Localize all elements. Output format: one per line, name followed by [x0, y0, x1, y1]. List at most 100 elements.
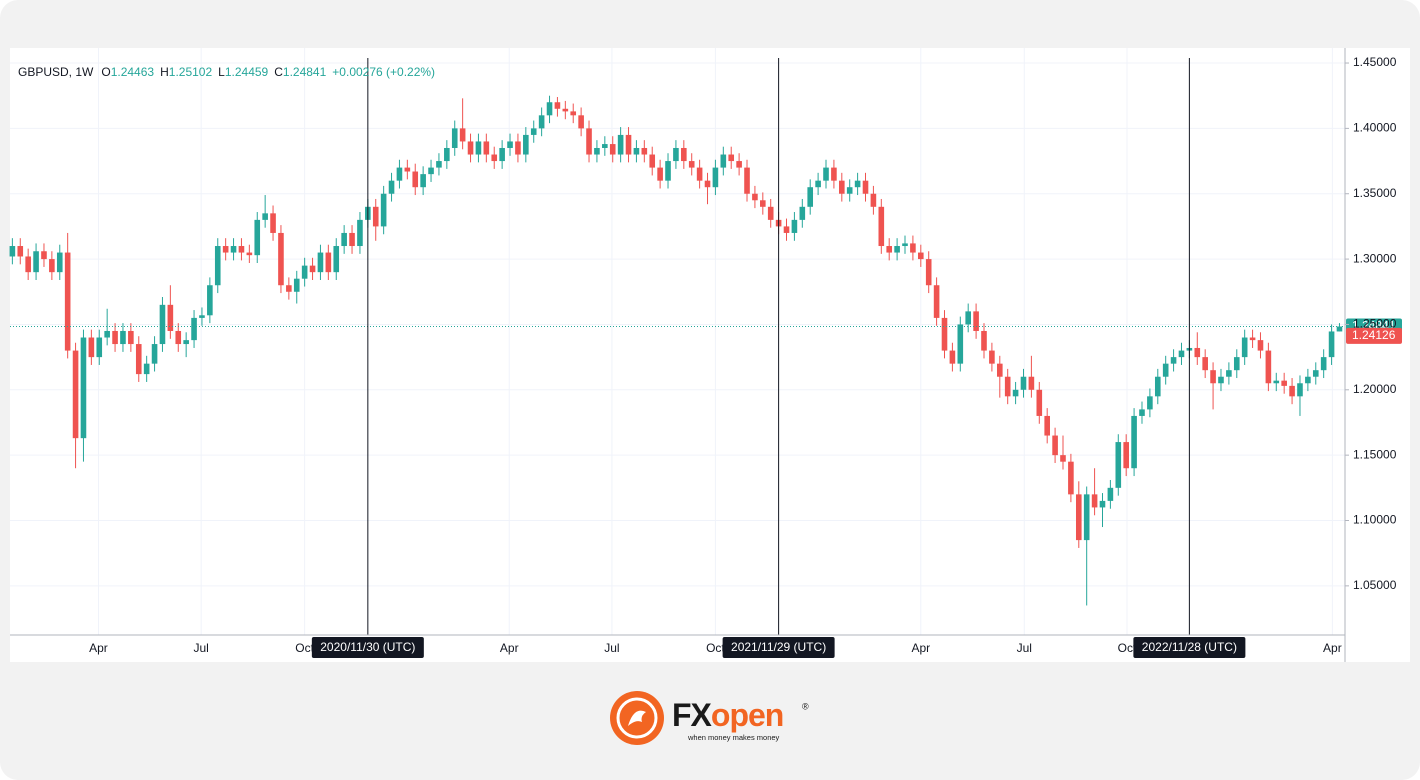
candle-body: [1226, 370, 1232, 377]
grid: [10, 48, 1345, 635]
candle-body: [286, 285, 292, 292]
candle-body: [910, 243, 916, 253]
candle-body: [609, 144, 616, 155]
candle-body: [135, 344, 142, 375]
candle-body: [673, 147, 679, 162]
candle-body: [491, 154, 498, 162]
candle-body: [617, 134, 624, 155]
candle-body: [1139, 409, 1145, 416]
candle-body: [767, 206, 774, 220]
date-marker-box: [311, 637, 424, 658]
candle-body: [989, 350, 995, 364]
candle-body: [191, 317, 197, 341]
candle-body: [420, 174, 426, 188]
candle-body: [128, 330, 134, 345]
y-tick-label: 1.35000: [1353, 186, 1397, 200]
candle-body: [64, 252, 71, 351]
candle-body: [444, 147, 450, 162]
candle-body: [278, 232, 284, 286]
candle-body: [1320, 357, 1327, 371]
candle-body: [159, 304, 166, 345]
candle-body: [941, 317, 948, 351]
candle-body: [1091, 494, 1098, 508]
candle-body: [523, 134, 529, 155]
candle-body: [1004, 376, 1011, 397]
candle-body: [831, 167, 837, 181]
candle-body: [120, 330, 126, 345]
candle-body: [1115, 442, 1122, 488]
y-tick-label: 1.20000: [1353, 382, 1397, 396]
candle-body: [1060, 455, 1066, 462]
candle-body: [720, 154, 727, 168]
candle-body: [507, 141, 513, 148]
candle-body: [925, 259, 932, 286]
tagline: when money makes money: [687, 733, 780, 742]
date-marker-label: 2022/11/28 (UTC): [1142, 640, 1237, 654]
x-tick-label: Apr: [89, 641, 108, 655]
candle-body: [167, 304, 174, 331]
candle-body: [957, 324, 964, 364]
candle-body: [1162, 363, 1169, 377]
candle-body: [56, 252, 63, 273]
candle-body: [254, 219, 261, 256]
candle-body: [1147, 396, 1153, 410]
candle-body: [846, 187, 853, 194]
candle-body: [562, 108, 569, 112]
logo-icon-ring: [616, 697, 658, 739]
candle-body: [578, 115, 584, 129]
candle-body: [317, 252, 324, 273]
candle-body: [80, 337, 87, 439]
candle-body: [104, 330, 110, 338]
candle-body: [886, 246, 893, 253]
candle-body: [744, 167, 750, 194]
candle-body: [1099, 500, 1106, 508]
candle-body: [412, 171, 419, 188]
candle-body: [1281, 380, 1287, 386]
x-tick-label: Apr: [500, 641, 519, 655]
candle-body: [1194, 347, 1201, 358]
candle-body: [25, 256, 31, 273]
price-marker-box: [1346, 327, 1402, 344]
candle-body: [1336, 326, 1343, 332]
candle-body: [1249, 337, 1256, 341]
candle-body: [1170, 357, 1177, 364]
candle-body: [1297, 383, 1303, 397]
candle-body: [1257, 340, 1264, 351]
candle-body: [586, 128, 592, 155]
candle-body: [404, 167, 411, 172]
candle-body: [949, 350, 956, 364]
x-tick-label: Apr: [1323, 641, 1342, 655]
candle-body: [372, 206, 379, 227]
y-tick-label: 1.25000: [1353, 317, 1397, 331]
candle-body: [1020, 376, 1027, 390]
candle-body: [902, 243, 908, 247]
candle-body: [665, 161, 671, 181]
candle-body: [570, 111, 577, 116]
candle-body: [823, 167, 829, 181]
candle-body: [657, 167, 663, 181]
candle-body: [96, 337, 103, 358]
candle-body: [704, 180, 711, 188]
date-marker-box: [1133, 637, 1246, 658]
candle-body: [965, 311, 971, 325]
candle-body: [1289, 385, 1295, 397]
candle-body: [649, 154, 656, 168]
candle-body: [1012, 389, 1019, 397]
candle-body: [262, 213, 268, 220]
symbol: GBPUSD, 1W: [18, 65, 94, 79]
candle-body: [222, 246, 229, 253]
y-tick-label: 1.45000: [1353, 55, 1397, 69]
candle-body: [199, 315, 205, 318]
candle-body: [238, 246, 245, 253]
candle-body: [499, 147, 505, 162]
value: 1.25102: [169, 65, 213, 79]
value: 1.24463: [111, 65, 155, 79]
candle-body: [175, 330, 182, 345]
letter: H: [160, 65, 169, 79]
candle-body: [696, 167, 703, 181]
candle-body: [1075, 494, 1082, 541]
candle-body: [1273, 380, 1280, 384]
brand: FXopen: [672, 697, 783, 733]
